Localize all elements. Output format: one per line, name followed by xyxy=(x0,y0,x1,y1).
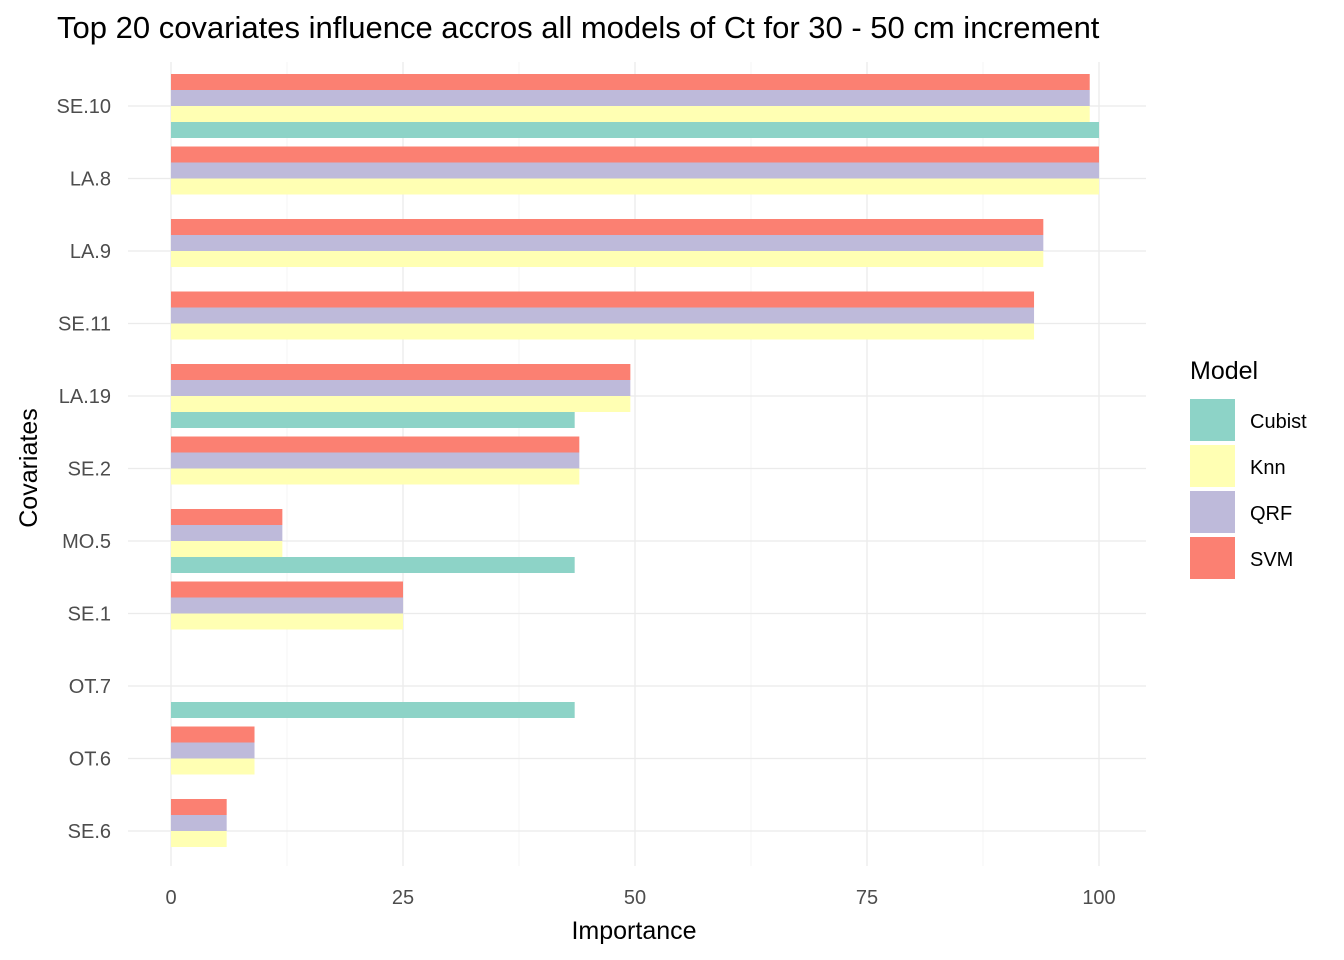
y-tick-label: MO.5 xyxy=(62,531,111,553)
legend-label-qrf: QRF xyxy=(1250,503,1292,525)
bar-svm-se-2 xyxy=(171,436,580,453)
y-tick-label: SE.10 xyxy=(57,96,111,118)
bar-knn-la-9 xyxy=(171,251,1044,267)
bar-cubist-se-10 xyxy=(171,122,1099,138)
y-tick-label: LA.19 xyxy=(59,386,111,408)
y-tick-label: LA.8 xyxy=(70,169,111,191)
bar-knn-la-8 xyxy=(171,178,1099,195)
y-tick-labels: SE.10 LA.8 LA.9 SE.11 LA.19 SE.2 MO.5 SE.1 OT.7 O… xyxy=(57,96,111,843)
legend-label-cubist: Cubist xyxy=(1250,411,1307,433)
x-axis-label: Importance xyxy=(571,917,696,945)
bar-qrf-se-11 xyxy=(171,307,1035,324)
bar-svm-se-6 xyxy=(171,799,227,815)
bar-knn-se-11 xyxy=(171,323,1035,340)
bar-knn-la-19 xyxy=(171,396,631,412)
y-tick-label: OT.7 xyxy=(69,676,111,698)
bar-qrf-se-6 xyxy=(171,815,227,831)
bar-knn-ot-6 xyxy=(171,758,255,775)
bar-svm-se-11 xyxy=(171,291,1035,308)
bars xyxy=(171,74,1099,847)
legend-label-svm: SVM xyxy=(1250,549,1293,571)
bar-svm-se-10 xyxy=(171,74,1090,90)
bar-knn-se-1 xyxy=(171,613,403,630)
x-tick-labels: 0 25 50 75 100 xyxy=(165,887,1115,909)
x-tick-label: 50 xyxy=(624,887,646,909)
bar-qrf-la-9 xyxy=(171,235,1044,251)
bar-svm-la-9 xyxy=(171,219,1044,235)
y-tick-label: SE.6 xyxy=(68,821,111,843)
bar-cubist-ot-7 xyxy=(171,702,575,718)
bar-knn-mo-5 xyxy=(171,541,283,557)
y-tick-label: SE.1 xyxy=(68,604,111,626)
legend-key-cubist xyxy=(1190,399,1235,441)
bar-svm-se-1 xyxy=(171,581,403,598)
y-axis-label: Covariates xyxy=(15,408,43,528)
x-tick-label: 100 xyxy=(1082,887,1115,909)
y-tick-label: LA.9 xyxy=(70,241,111,263)
bar-cubist-la-19 xyxy=(171,412,575,428)
bar-qrf-ot-6 xyxy=(171,742,255,759)
y-tick-label: SE.2 xyxy=(68,459,111,481)
bar-knn-se-10 xyxy=(171,106,1090,122)
bar-svm-ot-6 xyxy=(171,726,255,743)
bar-qrf-se-2 xyxy=(171,452,580,469)
bar-svm-la-19 xyxy=(171,364,631,380)
bar-qrf-mo-5 xyxy=(171,525,283,541)
y-tick-label: SE.11 xyxy=(58,314,111,336)
bar-qrf-se-1 xyxy=(171,597,403,614)
bar-knn-se-2 xyxy=(171,468,580,485)
bar-qrf-se-10 xyxy=(171,90,1090,106)
chart-title: Top 20 covariates influence accros all m… xyxy=(57,10,1100,45)
legend-key-svm xyxy=(1190,537,1235,579)
x-tick-label: 75 xyxy=(856,887,878,909)
bar-svm-mo-5 xyxy=(171,509,283,525)
y-tick-label: OT.6 xyxy=(69,749,111,771)
bar-cubist-mo-5 xyxy=(171,557,575,573)
x-tick-label: 25 xyxy=(392,887,414,909)
bar-knn-se-6 xyxy=(171,831,227,847)
bar-qrf-la-8 xyxy=(171,162,1099,179)
legend-title: Model xyxy=(1190,357,1258,385)
legend-key-qrf xyxy=(1190,491,1235,533)
bar-svm-la-8 xyxy=(171,146,1099,163)
bar-qrf-la-19 xyxy=(171,380,631,396)
x-tick-label: 0 xyxy=(165,887,176,909)
legend-key-knn xyxy=(1190,445,1235,487)
legend: Model Cubist Knn QRF SVM xyxy=(1190,357,1307,579)
legend-label-knn: Knn xyxy=(1250,457,1286,479)
